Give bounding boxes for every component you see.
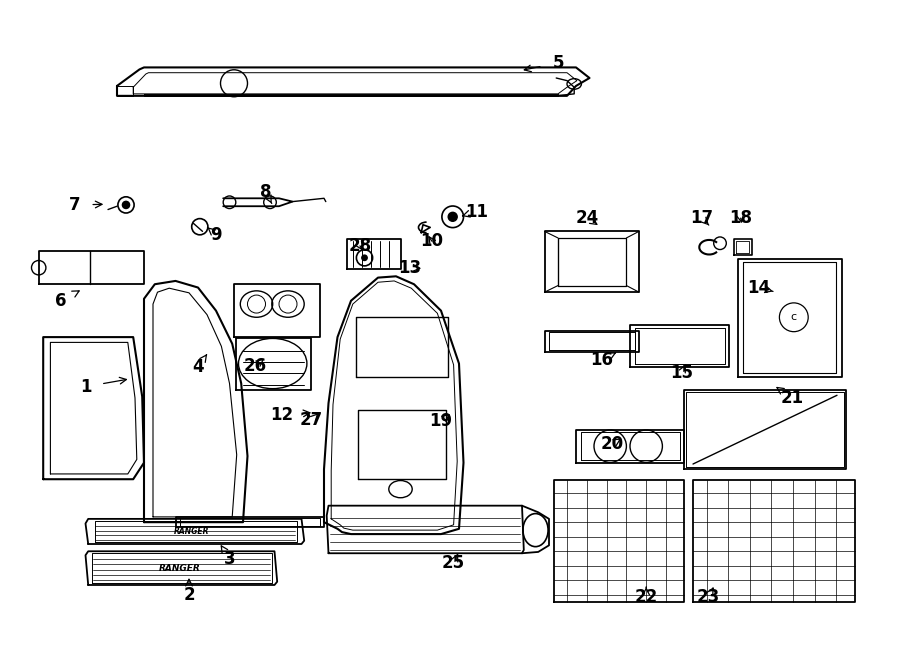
Text: 12: 12	[270, 406, 310, 424]
Text: c: c	[791, 312, 796, 323]
Text: 20: 20	[600, 435, 624, 453]
Text: 21: 21	[777, 387, 804, 407]
Text: 5: 5	[525, 54, 563, 72]
Text: 4: 4	[193, 355, 207, 376]
Text: 3: 3	[221, 546, 235, 568]
Text: 28: 28	[348, 237, 372, 255]
Text: 11: 11	[463, 202, 489, 221]
Text: 26: 26	[243, 357, 266, 375]
Text: 6: 6	[56, 291, 79, 310]
Text: 2: 2	[184, 579, 194, 604]
Circle shape	[122, 202, 130, 208]
Text: 1: 1	[80, 377, 126, 396]
Text: 7: 7	[69, 196, 102, 214]
Text: 22: 22	[634, 587, 658, 606]
Text: 10: 10	[420, 232, 444, 251]
Text: 17: 17	[690, 209, 714, 227]
Circle shape	[448, 212, 457, 221]
Text: 27: 27	[300, 411, 323, 430]
Text: 16: 16	[590, 351, 616, 369]
Circle shape	[362, 255, 367, 260]
Text: RANGER: RANGER	[174, 527, 210, 536]
Text: 23: 23	[697, 588, 720, 606]
Text: 14: 14	[747, 278, 773, 297]
Text: 25: 25	[442, 554, 465, 572]
Text: 8: 8	[260, 182, 272, 204]
Text: RANGER: RANGER	[159, 564, 201, 573]
Text: 15: 15	[670, 364, 693, 383]
Text: 18: 18	[729, 209, 752, 227]
Text: 13: 13	[398, 258, 421, 277]
Text: 19: 19	[429, 412, 453, 430]
Text: 9: 9	[207, 225, 221, 244]
Text: 24: 24	[576, 209, 599, 227]
